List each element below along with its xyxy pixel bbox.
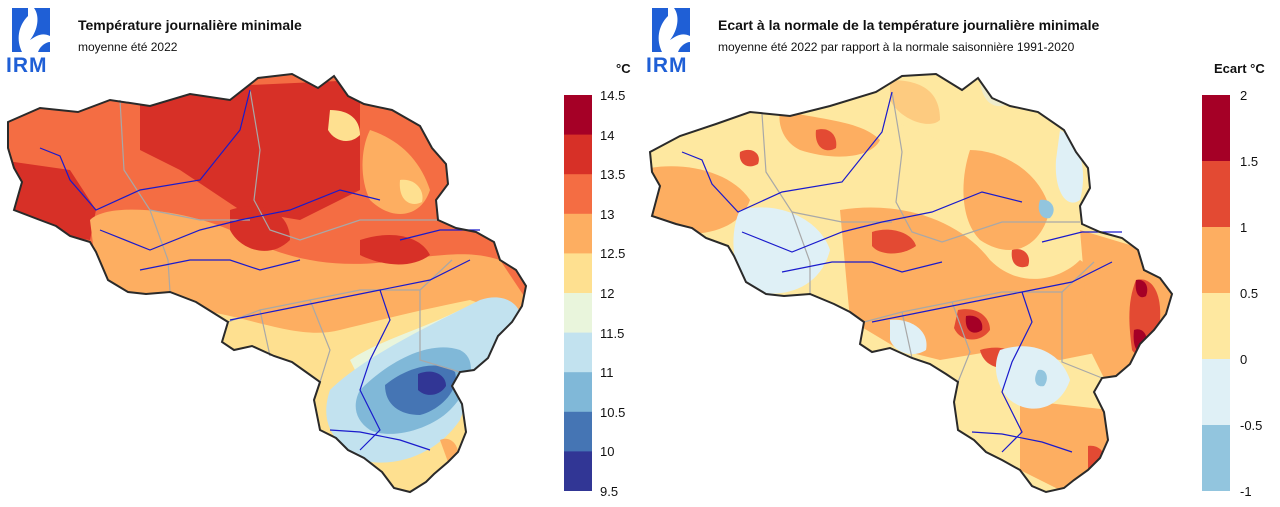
logo-text: IRM xyxy=(646,54,688,77)
legend-tick-label: 10 xyxy=(600,444,615,460)
legend-tick-label: 13.5 xyxy=(600,167,626,183)
legend-swatch xyxy=(1202,293,1230,360)
legend-tick-label: 14.5 xyxy=(600,88,626,103)
legend-tick-label: 14 xyxy=(600,127,615,143)
irm-logo: IRM xyxy=(6,6,58,76)
legend-color-bar xyxy=(564,95,592,491)
logo-text: IRM xyxy=(6,54,48,77)
irm-logo: IRM xyxy=(646,6,698,76)
legend-swatch xyxy=(564,372,592,413)
legend-swatch xyxy=(1202,161,1230,228)
legend-swatch xyxy=(564,253,592,294)
right-map-panel: IRM Ecart à la normale de la température… xyxy=(640,0,1280,507)
map-subtitle: moyenne été 2022 par rapport à la normal… xyxy=(718,40,1075,54)
legend-tick-label: -0.5 xyxy=(1240,418,1263,433)
legend-swatch xyxy=(564,411,592,452)
legend-tick-label: 12 xyxy=(600,286,615,301)
legend-swatch xyxy=(1202,95,1230,162)
map-subtitle: moyenne été 2022 xyxy=(78,40,178,54)
legend-unit: Ecart °C xyxy=(1214,61,1265,76)
anomaly-color-legend xyxy=(1202,95,1230,491)
legend-tick-label: 9.5 xyxy=(600,484,619,499)
legend-swatch xyxy=(1202,359,1230,426)
legend-color-bar xyxy=(1202,95,1230,491)
legend-tick-label: 11.5 xyxy=(600,325,625,341)
legend-tick-label: 12.5 xyxy=(600,246,626,262)
legend-swatch xyxy=(564,332,592,373)
legend-swatch xyxy=(564,213,592,254)
legend-tick-label: 1.5 xyxy=(1240,154,1259,169)
legend-tick-label: 10.5 xyxy=(600,404,626,420)
left-map-panel: IRM Température journalière minimale moy… xyxy=(6,6,631,499)
legend-swatch xyxy=(1202,425,1230,491)
legend-swatch xyxy=(564,134,592,175)
map-title: Ecart à la normale de la température jou… xyxy=(718,17,1100,33)
legend-swatch xyxy=(564,95,592,136)
legend-tick-label: 11 xyxy=(600,365,614,381)
legend-tick-label: 1 xyxy=(1240,220,1248,235)
legend-swatch xyxy=(564,293,592,334)
legend-tick-label: 0 xyxy=(1240,352,1248,367)
map-title: Température journalière minimale xyxy=(78,17,302,33)
legend-tick-label: 2 xyxy=(1240,88,1248,103)
legend-unit: °C xyxy=(616,61,631,76)
legend-swatch xyxy=(1202,227,1230,294)
legend-swatch xyxy=(564,451,592,491)
belgium-min-temperature-map xyxy=(7,72,528,494)
legend-swatch xyxy=(564,174,592,215)
legend-tick-label: 0.5 xyxy=(1240,286,1259,301)
temperature-color-legend xyxy=(564,95,592,491)
legend-tick-label: -1 xyxy=(1240,484,1252,499)
legend-tick-label: 13 xyxy=(600,206,615,222)
belgium-anomaly-map xyxy=(648,72,1174,494)
